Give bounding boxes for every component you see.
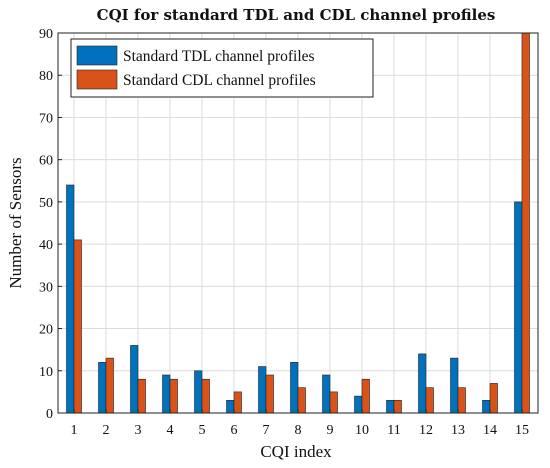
bar-series-2-cqi-11 bbox=[393, 400, 402, 414]
x-tick-label: 14 bbox=[483, 423, 497, 438]
x-tick-labels: 1 2 3 4 5 6 7 8 9 10 11 12 13 14 15 bbox=[71, 409, 529, 438]
y-tick-label: 20 bbox=[39, 323, 53, 338]
legend-swatch-series-1 bbox=[76, 45, 118, 66]
bar-series-1-cqi-10 bbox=[354, 395, 363, 414]
bar-series-1-cqi-5 bbox=[194, 370, 203, 414]
bar-series-2-cqi-10 bbox=[361, 378, 370, 414]
y-tick-label: 70 bbox=[39, 111, 53, 126]
bar-series-1-cqi-7 bbox=[258, 366, 267, 414]
legend-label-series-2: Standard CDL channel profiles bbox=[123, 72, 316, 89]
bar-series-2-cqi-12 bbox=[425, 387, 434, 414]
bar-series-1-cqi-14 bbox=[482, 400, 491, 414]
y-tick-label: 80 bbox=[39, 69, 53, 84]
bar-series-1-cqi-1 bbox=[66, 184, 75, 414]
bar-series-2-cqi-1 bbox=[73, 239, 82, 414]
bar-series-1-cqi-8 bbox=[290, 362, 299, 414]
x-tick-label: 5 bbox=[199, 423, 206, 438]
bar-series-2-cqi-6 bbox=[233, 391, 242, 414]
y-tick-label: 30 bbox=[39, 280, 53, 295]
y-tick-label: 10 bbox=[39, 365, 53, 380]
legend-label-series-1: Standard TDL channel profiles bbox=[123, 48, 315, 65]
x-tick-label: 11 bbox=[387, 423, 400, 438]
bar-series-2-cqi-3 bbox=[137, 378, 146, 414]
y-tick-label: 40 bbox=[39, 238, 53, 253]
x-tick-label: 12 bbox=[419, 423, 433, 438]
y-tick-label: 90 bbox=[39, 27, 53, 42]
bar-series-1-cqi-6 bbox=[226, 400, 235, 414]
x-tick-label: 1 bbox=[71, 423, 78, 438]
bar-series-1-cqi-2 bbox=[98, 362, 107, 414]
x-tick-label: 6 bbox=[231, 423, 238, 438]
x-tick-label: 8 bbox=[295, 423, 302, 438]
y-tick-labels: 0 10 20 30 40 50 60 70 80 90 bbox=[39, 27, 62, 422]
y-tick-label: 60 bbox=[39, 154, 53, 169]
bar-series-2-cqi-4 bbox=[169, 378, 178, 414]
bar-series-1-cqi-3 bbox=[130, 345, 139, 414]
bar-series-2-cqi-5 bbox=[201, 378, 210, 414]
chart-title: CQI for standard TDL and CDL channel pro… bbox=[97, 6, 496, 24]
bar-series-2-cqi-9 bbox=[329, 391, 338, 414]
y-tick-label: 0 bbox=[46, 407, 53, 422]
bar-series-1-cqi-4 bbox=[162, 374, 171, 414]
x-axis-label: CQI index bbox=[260, 442, 332, 461]
bar-series-2-cqi-7 bbox=[265, 374, 274, 414]
bar-series-1-cqi-11 bbox=[386, 400, 395, 414]
x-tick-label: 13 bbox=[451, 423, 465, 438]
bar-series-1-cqi-9 bbox=[322, 374, 331, 414]
bar-series-2-cqi-14 bbox=[489, 383, 498, 414]
bar-series-1-cqi-13 bbox=[450, 357, 459, 414]
legend-swatch-series-2 bbox=[76, 69, 118, 90]
x-tick-label: 3 bbox=[135, 423, 142, 438]
x-tick-label: 2 bbox=[103, 423, 110, 438]
y-axis-label: Number of Sensors bbox=[6, 157, 25, 288]
y-tick-label: 50 bbox=[39, 196, 53, 211]
x-tick-label: 4 bbox=[167, 423, 174, 438]
x-tick-label: 10 bbox=[355, 423, 369, 438]
x-tick-label: 7 bbox=[263, 423, 270, 438]
bar-series-2-cqi-8 bbox=[297, 387, 306, 414]
bar-series-2-cqi-15 bbox=[521, 32, 530, 414]
bar-series-2-cqi-2 bbox=[105, 357, 114, 414]
bar-series-2-cqi-13 bbox=[457, 387, 466, 414]
x-tick-label: 9 bbox=[327, 423, 334, 438]
legend: Standard TDL channel profiles Standard CD… bbox=[70, 38, 374, 98]
bar-series-1-cqi-12 bbox=[418, 353, 427, 414]
bar-series-1-cqi-15 bbox=[514, 201, 523, 414]
legend-box bbox=[70, 38, 374, 98]
x-tick-label: 15 bbox=[515, 423, 529, 438]
